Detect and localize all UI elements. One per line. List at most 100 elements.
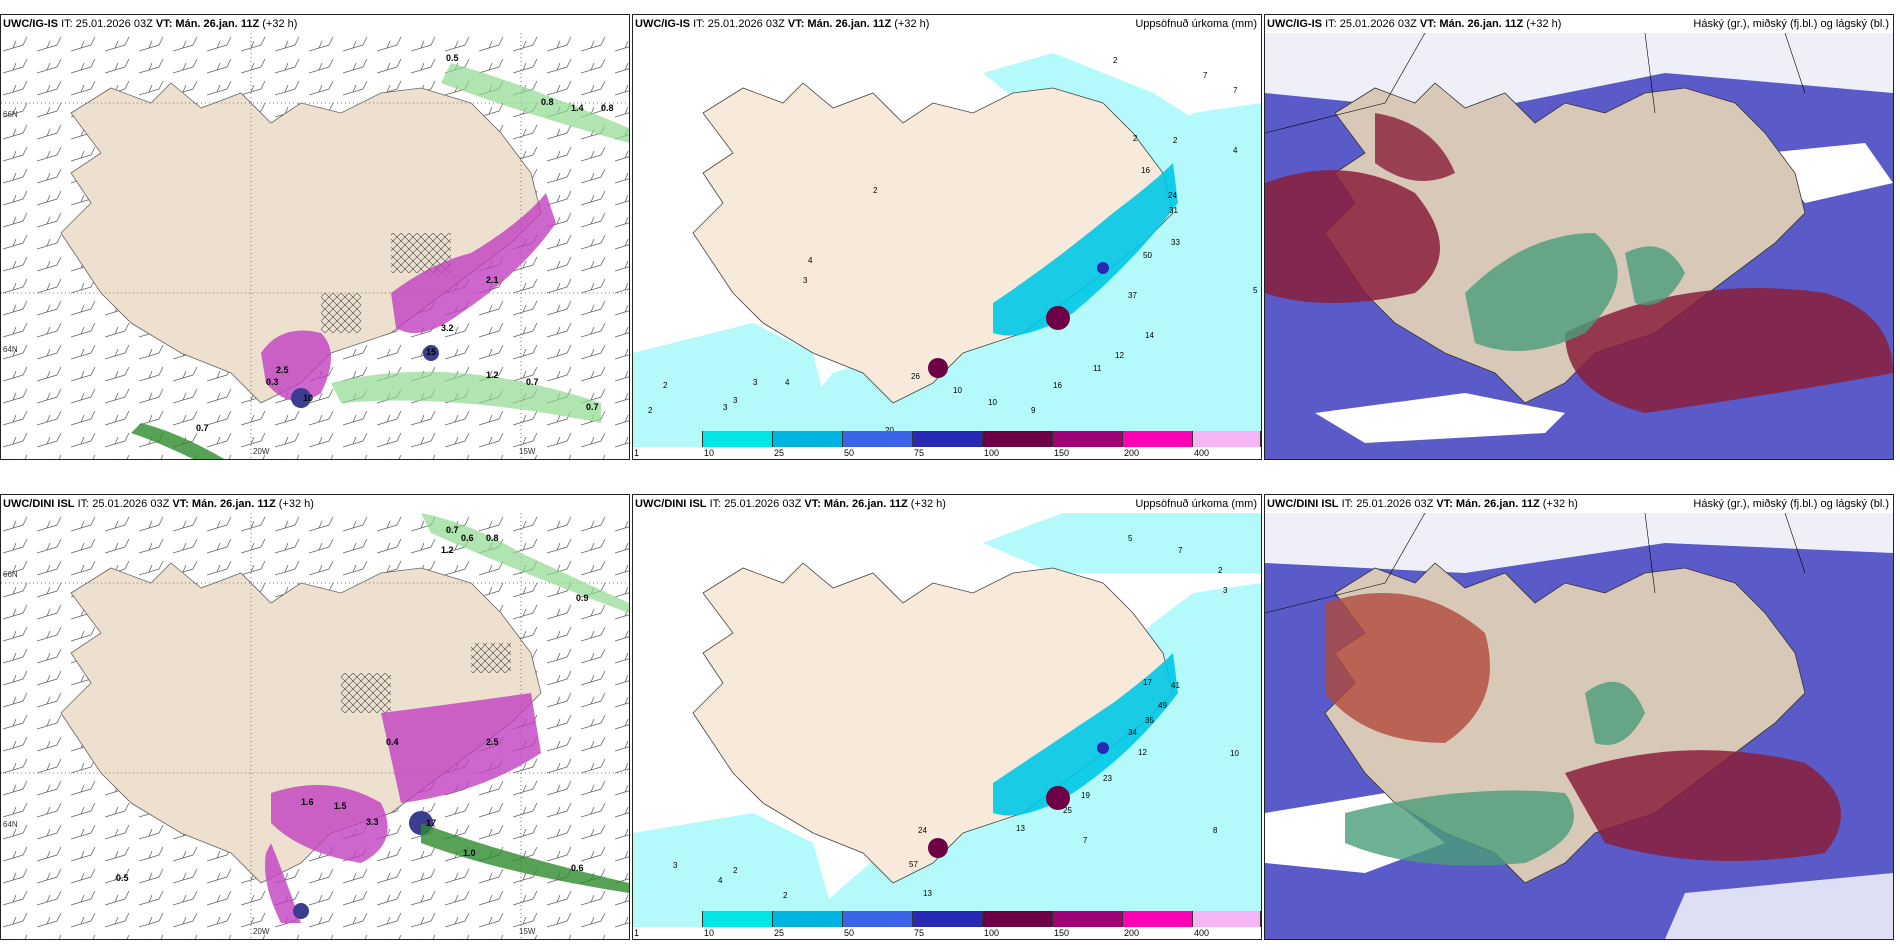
high-cloud-se — [1565, 750, 1841, 861]
precip-pink-se — [391, 193, 556, 333]
mid-cloud — [1345, 790, 1574, 866]
svg-text:10: 10 — [988, 398, 997, 407]
precip-pink-sw — [261, 330, 331, 401]
svg-text:37: 37 — [1128, 291, 1137, 300]
precip-core — [291, 388, 311, 408]
svg-text:25: 25 — [1063, 806, 1072, 815]
colorbar-seg — [1193, 911, 1261, 927]
svg-text:13: 13 — [1016, 824, 1025, 833]
colorbar-label: 200 — [1124, 448, 1140, 458]
mid-cloud — [1465, 233, 1618, 351]
lon-label: 20W — [253, 927, 270, 936]
svg-text:0.5: 0.5 — [116, 873, 129, 883]
svg-text:3: 3 — [673, 861, 678, 870]
precip-map: 5 7 2 3 17 41 49 35 34 12 10 8 23 19 25 … — [633, 513, 1261, 911]
colorbar-seg — [913, 431, 983, 447]
svg-text:2: 2 — [648, 406, 653, 415]
panel-ig-is-precip: UWC/IG-IS IT: 25.01.2026 03Z VT: Mán. 26… — [632, 14, 1262, 460]
svg-text:0.7: 0.7 — [446, 525, 459, 535]
precip-medium — [993, 163, 1178, 336]
panel-subtitle: Uppsöfnuð úrkoma (mm) — [1135, 18, 1257, 30]
svg-text:4: 4 — [718, 876, 723, 885]
svg-text:0.7: 0.7 — [196, 423, 209, 433]
svg-text:10: 10 — [1230, 749, 1239, 758]
svg-text:41: 41 — [1171, 681, 1180, 690]
svg-text:0.8: 0.8 — [486, 533, 499, 543]
svg-text:1.5: 1.5 — [334, 801, 347, 811]
high-cloud-west — [1325, 593, 1490, 743]
lon-label: 20W — [253, 447, 270, 456]
svg-text:13: 13 — [923, 889, 932, 898]
precip-max — [1046, 306, 1070, 330]
svg-text:10: 10 — [953, 386, 962, 395]
svg-text:33: 33 — [1171, 238, 1180, 247]
svg-text:12: 12 — [1138, 748, 1147, 757]
lat-label: 64N — [3, 345, 18, 354]
svg-text:3.2: 3.2 — [441, 323, 454, 333]
svg-text:9: 9 — [1031, 406, 1036, 415]
colorbar-seg — [1123, 911, 1193, 927]
panel-title: UWC/IG-IS IT: 25.01.2026 03Z VT: Mán. 26… — [1267, 18, 1562, 30]
colorbar-label: 150 — [1054, 928, 1070, 938]
lon-label: 15W — [519, 927, 536, 936]
svg-text:7: 7 — [1178, 546, 1183, 555]
lon-label: 15W — [519, 447, 536, 456]
colorbar-label: 25 — [774, 448, 785, 458]
colorbar-seg — [1193, 431, 1261, 447]
svg-text:16: 16 — [1141, 166, 1150, 175]
panel-ig-is-clouds: UWC/IG-IS IT: 25.01.2026 03Z VT: Mán. 26… — [1264, 14, 1894, 460]
clouds-map — [1265, 513, 1893, 939]
colorbar-seg — [843, 911, 913, 927]
panel-title: UWC/DINI ISL IT: 25.01.2026 03Z VT: Mán.… — [635, 498, 946, 510]
precip-green-north — [441, 63, 629, 143]
colorbar-seg — [1053, 911, 1123, 927]
svg-text:24: 24 — [1168, 191, 1177, 200]
wind-precip-map: 0.7 0.6 0.8 1.2 0.9 0.6 1.0 1.5 3.3 0.5 … — [1, 513, 629, 939]
colorbar-label: 25 — [774, 928, 785, 938]
svg-text:0.6: 0.6 — [461, 533, 474, 543]
colorbar-seg — [633, 911, 703, 927]
svg-text:0.6: 0.6 — [571, 863, 584, 873]
precip-pink — [271, 785, 388, 863]
colorbar-seg — [773, 911, 843, 927]
colorbar-seg — [773, 431, 843, 447]
svg-text:7: 7 — [1233, 86, 1238, 95]
panel-dini-wind: UWC/DINI ISL IT: 25.01.2026 03Z VT: Mán.… — [0, 494, 630, 940]
colorbar-seg — [983, 431, 1053, 447]
svg-text:34: 34 — [1128, 728, 1137, 737]
svg-text:20: 20 — [885, 426, 894, 431]
svg-text:2.5: 2.5 — [486, 737, 499, 747]
svg-text:19: 19 — [1081, 791, 1090, 800]
lat-label: 66N — [3, 570, 18, 579]
panel-title: UWC/DINI ISL IT: 25.01.2026 03Z VT: Mán.… — [1267, 498, 1578, 510]
svg-text:0.3: 0.3 — [266, 377, 279, 387]
lat-label: 64N — [3, 820, 18, 829]
svg-text:0.9: 0.9 — [576, 593, 589, 603]
svg-text:2: 2 — [663, 381, 668, 390]
panel-dini-clouds: UWC/DINI ISL IT: 25.01.2026 03Z VT: Mán.… — [1264, 494, 1894, 940]
colorbar-label: 75 — [914, 448, 925, 458]
colorbar-label: 75 — [914, 928, 925, 938]
colorbar-seg — [703, 431, 773, 447]
svg-text:4: 4 — [808, 256, 813, 265]
svg-text:2: 2 — [1113, 56, 1118, 65]
svg-text:4: 4 — [1233, 146, 1238, 155]
colorbar-label: 50 — [844, 448, 855, 458]
colorbar-label: 1 — [634, 448, 640, 458]
svg-text:3: 3 — [733, 396, 738, 405]
svg-text:8: 8 — [1213, 826, 1218, 835]
svg-text:49: 49 — [1158, 701, 1167, 710]
panel-title: UWC/IG-IS IT: 25.01.2026 03Z VT: Mán. 26… — [3, 18, 298, 30]
svg-text:2: 2 — [733, 866, 738, 875]
svg-text:1.2: 1.2 — [486, 370, 499, 380]
precip-colorbar: 1 10 25 50 75 100 150 200 400 — [633, 431, 1261, 459]
panel-title: UWC/DINI ISL IT: 25.01.2026 03Z VT: Mán.… — [3, 498, 314, 510]
svg-text:0.5: 0.5 — [446, 53, 459, 63]
svg-text:2: 2 — [873, 186, 878, 195]
colorbar-seg — [983, 911, 1053, 927]
svg-text:23: 23 — [1103, 774, 1112, 783]
precip-map: 2 7 7 4 2 2 16 24 31 33 50 37 14 12 11 1… — [633, 33, 1261, 431]
svg-text:26: 26 — [911, 372, 920, 381]
precip-green-south — [331, 371, 601, 423]
colorbar-seg — [843, 431, 913, 447]
